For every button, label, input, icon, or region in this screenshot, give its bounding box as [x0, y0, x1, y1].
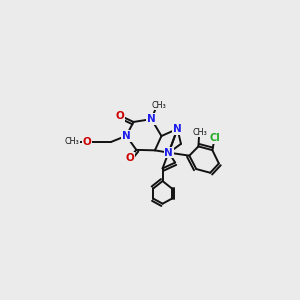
Text: N: N — [164, 148, 173, 158]
Text: N: N — [173, 124, 182, 134]
Text: CH₃: CH₃ — [193, 128, 208, 137]
Text: O: O — [125, 153, 134, 163]
Text: CH₃: CH₃ — [64, 137, 79, 146]
Text: N: N — [147, 114, 156, 124]
Text: Cl: Cl — [209, 133, 220, 143]
Text: N: N — [122, 131, 131, 141]
Text: CH₃: CH₃ — [151, 101, 166, 110]
Text: O: O — [116, 111, 124, 121]
Text: O: O — [82, 137, 91, 147]
